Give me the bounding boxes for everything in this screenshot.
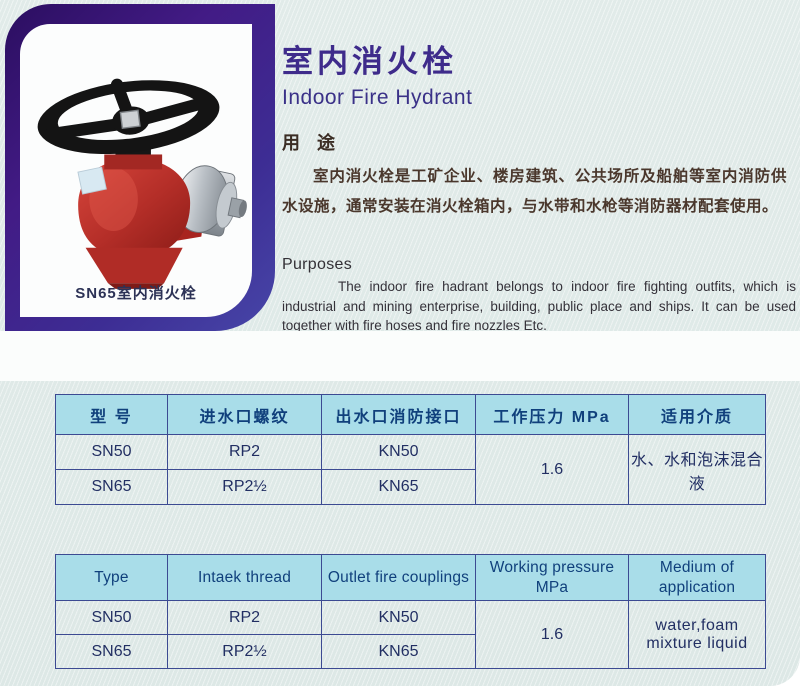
- cell-type: SN50: [55, 600, 168, 635]
- cell-intake: RP2: [167, 434, 322, 470]
- col-header-medium-zh: 适用介质: [628, 394, 766, 435]
- cell-intake: RP2½: [167, 634, 322, 669]
- fire-hydrant-illustration: [37, 78, 247, 289]
- spec-table-en-wrap: Type Intaek thread Outlet fire couplings…: [55, 554, 766, 669]
- spec-table-zh: 型 号 进水口螺纹 出水口消防接口 工作压力 MPa 适用介质 SN50 RP2…: [55, 394, 766, 505]
- product-photo-frame: SN65室内消火栓: [5, 4, 275, 331]
- cell-medium: 水、水和泡沫混合液: [628, 434, 766, 505]
- purpose-heading-en: Purposes: [282, 256, 352, 273]
- purpose-heading-zh: 用 途: [282, 133, 342, 153]
- product-caption: SN65室内消火栓: [75, 285, 197, 302]
- table-header-row: Type Intaek thread Outlet fire couplings…: [55, 554, 766, 601]
- table-row: SN50 RP2 KN50 1.6 water,foam mixture liq…: [55, 600, 766, 669]
- col-header-pressure-en: Working pressure MPa: [475, 554, 629, 601]
- table-row: SN65 RP2½ KN65: [55, 469, 766, 505]
- col-header-outlet-zh: 出水口消防接口: [321, 394, 476, 435]
- description-column: 室内消火栓 Indoor Fire Hydrant 用 途 室内消火栓是工矿企业…: [282, 36, 796, 336]
- cell-outlet: KN65: [321, 469, 476, 505]
- col-header-outlet-en: Outlet fire couplings: [321, 554, 476, 601]
- cell-outlet: KN50: [321, 434, 476, 470]
- col-header-intake-zh: 进水口螺纹: [167, 394, 322, 435]
- col-header-type-zh: 型 号: [55, 394, 168, 435]
- cell-type: SN65: [55, 469, 168, 505]
- product-photo-panel: SN65室内消火栓: [20, 24, 252, 317]
- spec-table-en: Type Intaek thread Outlet fire couplings…: [55, 554, 766, 669]
- table-row: SN65 RP2½ KN65: [55, 634, 766, 669]
- cell-intake: RP2: [167, 600, 322, 635]
- purpose-body-en: The indoor fire hadrant belongs to indoo…: [282, 279, 796, 333]
- cell-working-pressure: 1.6: [475, 434, 629, 505]
- table-header-row: 型 号 进水口螺纹 出水口消防接口 工作压力 MPa 适用介质: [55, 394, 766, 435]
- cell-medium: water,foam mixture liquid: [628, 600, 766, 669]
- col-header-pressure-zh: 工作压力 MPa: [475, 394, 629, 435]
- spec-table-zh-wrap: 型 号 进水口螺纹 出水口消防接口 工作压力 MPa 适用介质 SN50 RP2…: [55, 394, 766, 505]
- col-header-type-en: Type: [55, 554, 168, 601]
- cell-type: SN65: [55, 634, 168, 669]
- divider-band: [0, 331, 800, 381]
- page-title-zh: 室内消火栓: [282, 44, 457, 79]
- cell-outlet: KN50: [321, 600, 476, 635]
- cell-intake: RP2½: [167, 469, 322, 505]
- table-row: SN50 RP2 KN50 1.6 水、水和泡沫混合液: [55, 434, 766, 505]
- purpose-body-zh: 室内消火栓是工矿企业、楼房建筑、公共场所及船舶等室内消防供水设施，通常安装在消火…: [282, 168, 787, 215]
- cell-type: SN50: [55, 434, 168, 470]
- col-header-medium-en: Medium of application: [628, 554, 766, 601]
- cell-outlet: KN65: [321, 634, 476, 669]
- col-header-intake-en: Intaek thread: [167, 554, 322, 601]
- page-title-en: Indoor Fire Hydrant: [282, 86, 473, 109]
- cell-working-pressure: 1.6: [475, 600, 629, 669]
